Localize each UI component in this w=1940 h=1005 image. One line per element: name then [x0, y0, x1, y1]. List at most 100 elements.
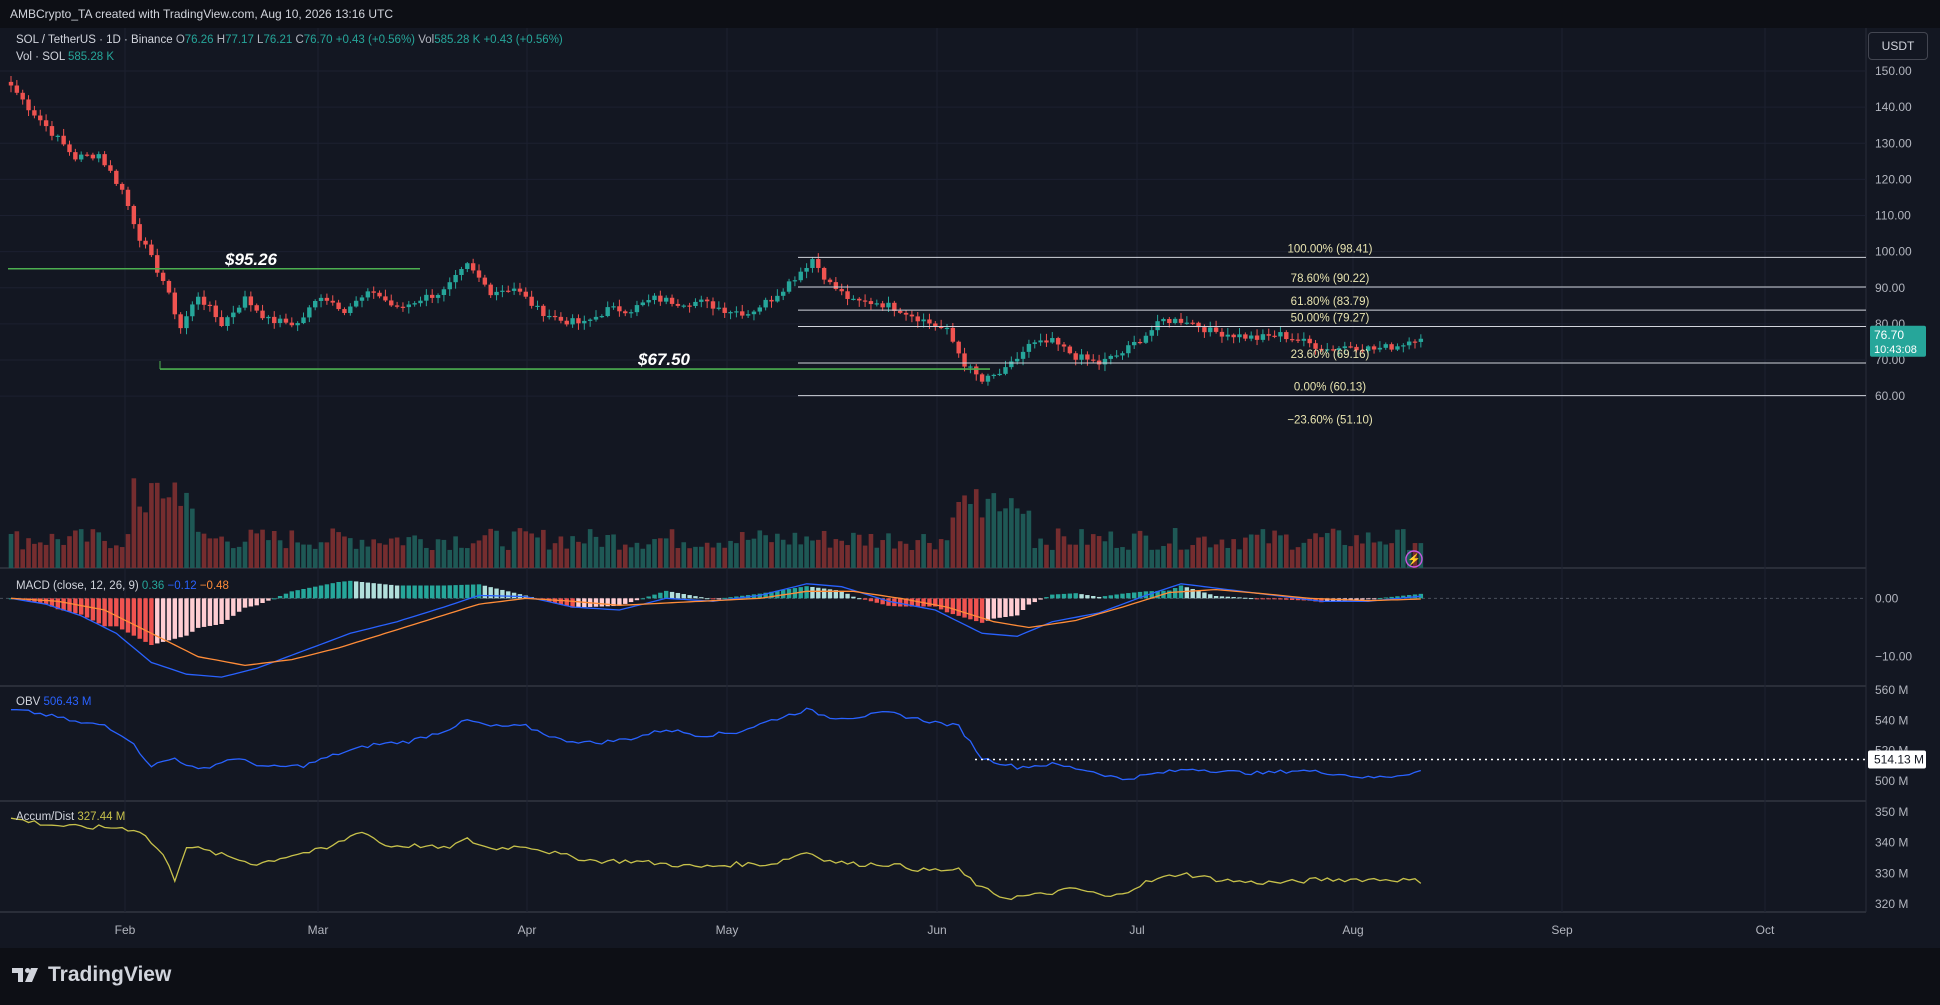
volume-bar	[1231, 539, 1236, 568]
volume-bar	[108, 548, 113, 568]
volume-bar	[1313, 533, 1318, 568]
obv-legend[interactable]: OBV 506.43 M	[16, 696, 91, 708]
macd-histogram-bar	[1213, 596, 1219, 599]
support-resistance-lines: $95.26 $67.50	[8, 250, 990, 370]
candle-body	[482, 277, 488, 285]
obv-label: OBV	[16, 696, 41, 708]
candle-body	[1389, 344, 1394, 350]
macd-histogram-bar	[272, 598, 277, 600]
macd-histogram-bar	[137, 598, 142, 639]
ad-tick-label: 320 M	[1875, 897, 1908, 911]
volume-bar	[195, 531, 201, 568]
volume-bar	[927, 542, 932, 568]
volume-bar	[1167, 543, 1172, 568]
macd-histogram-bar	[1272, 598, 1277, 600]
candle-body	[985, 375, 991, 382]
macd-histogram-bar	[476, 584, 482, 599]
currency-unit-button[interactable]: USDT	[1868, 32, 1928, 60]
macd-histogram-bar	[55, 598, 60, 610]
volume-bar	[441, 539, 447, 568]
macd-histogram-bar	[1266, 598, 1271, 600]
candle-body	[529, 296, 534, 306]
macd-histogram-bar	[441, 585, 447, 599]
candle-body	[757, 307, 762, 312]
candle-body	[1336, 348, 1342, 351]
chart-canvas[interactable]: $95.26 $67.50 100.00% (98.41) 78.60% (90.2…	[0, 28, 1940, 948]
candle-body	[1213, 327, 1219, 332]
candle-body	[254, 305, 259, 311]
macd-histogram-bar	[488, 587, 493, 599]
ohlc-legend[interactable]: SOL / TetherUS · 1D · Binance O76.26 H77…	[16, 34, 563, 46]
candle-body	[1114, 355, 1119, 357]
ad-legend[interactable]: Accum/Dist 327.44 M	[16, 811, 125, 823]
volume-bar	[289, 530, 295, 568]
price-candles	[8, 76, 1424, 386]
candle-body	[1102, 358, 1108, 365]
volume-bar	[312, 548, 318, 568]
macd-histogram-bar	[114, 598, 119, 627]
volume-bar	[617, 549, 622, 568]
volume-bar	[973, 489, 979, 568]
macd-histogram-bar	[991, 598, 996, 619]
volume-bar	[412, 535, 417, 568]
volume-bar	[874, 547, 880, 568]
macd-histogram-bar	[646, 596, 651, 599]
symbol-label[interactable]: SOL / TetherUS · 1D · Binance	[16, 34, 173, 46]
candle-body	[564, 320, 569, 325]
time-axis[interactable]: Feb Mar Apr May Jun Jul Aug Sep Oct	[115, 923, 1775, 937]
candle-body	[1412, 341, 1418, 343]
volume-bar	[248, 529, 254, 568]
macd-histogram-bar	[1091, 596, 1096, 599]
macd-histogram-bar	[974, 598, 979, 622]
volume-bar	[1377, 541, 1383, 568]
candle-body	[1155, 321, 1160, 331]
candle-body	[658, 295, 663, 302]
price-axis[interactable]: 150.00 140.00 130.00 120.00 110.00 100.00 90.0…	[1867, 28, 1940, 912]
macd-legend[interactable]: MACD (close, 12, 26, 9) 0.36 −0.12 −0.48	[16, 580, 229, 592]
macd-histogram-bar	[845, 593, 850, 599]
volume-legend[interactable]: Vol · SOL 585.28 K	[16, 51, 114, 63]
volume-bar	[1190, 545, 1195, 568]
volume-bars	[8, 478, 1424, 568]
macd-histogram-bar	[160, 598, 166, 642]
candle-body	[1284, 332, 1289, 340]
candle-body	[38, 115, 43, 121]
macd-histogram-bar	[1003, 598, 1008, 617]
macd-histogram-bar	[611, 598, 616, 607]
ad-tick-label: 330 M	[1875, 866, 1908, 880]
candle-body	[488, 284, 493, 296]
volume-bar	[470, 543, 476, 568]
volume-bar	[780, 539, 786, 568]
close-value: 76.70	[303, 34, 333, 46]
tradingview-logo[interactable]: TradingView	[12, 963, 171, 987]
volume-bar	[710, 547, 716, 568]
volume-bar	[511, 531, 517, 568]
volume-bar	[1295, 547, 1301, 568]
macd-histogram-bar	[1231, 597, 1236, 599]
candle-body	[769, 299, 774, 302]
candle-body	[79, 154, 84, 160]
price-tick-label: 90.00	[1875, 281, 1905, 295]
candle-body	[921, 319, 926, 322]
price-tick-label: 110.00	[1875, 209, 1911, 223]
macd-histogram-bar	[1237, 597, 1242, 599]
price-tick-label: 100.00	[1875, 245, 1912, 259]
volume-bar	[1196, 537, 1201, 568]
candle-body	[1418, 338, 1424, 342]
macd-histogram-bar	[447, 585, 452, 599]
volume-bar	[324, 542, 330, 568]
volume-bar	[1401, 529, 1406, 568]
volume-bar	[424, 547, 429, 568]
fibonacci-retracement[interactable]: 100.00% (98.41) 78.60% (90.22) 61.80% (83.…	[798, 243, 1866, 568]
macd-histogram-bar	[67, 598, 72, 612]
chart-frame[interactable]: $95.26 $67.50 100.00% (98.41) 78.60% (90.2…	[0, 28, 1940, 948]
volume-bar	[254, 533, 259, 568]
volume-bar	[348, 538, 353, 568]
macd-histogram-bar	[301, 589, 306, 599]
macd-histogram-bar	[383, 584, 388, 599]
volume-bar	[307, 544, 312, 568]
macd-histogram-bar	[1155, 590, 1160, 599]
fib-level-label: 61.80% (83.79)	[1291, 296, 1370, 308]
macd-histogram-bar	[716, 598, 722, 600]
candle-body	[792, 280, 798, 282]
